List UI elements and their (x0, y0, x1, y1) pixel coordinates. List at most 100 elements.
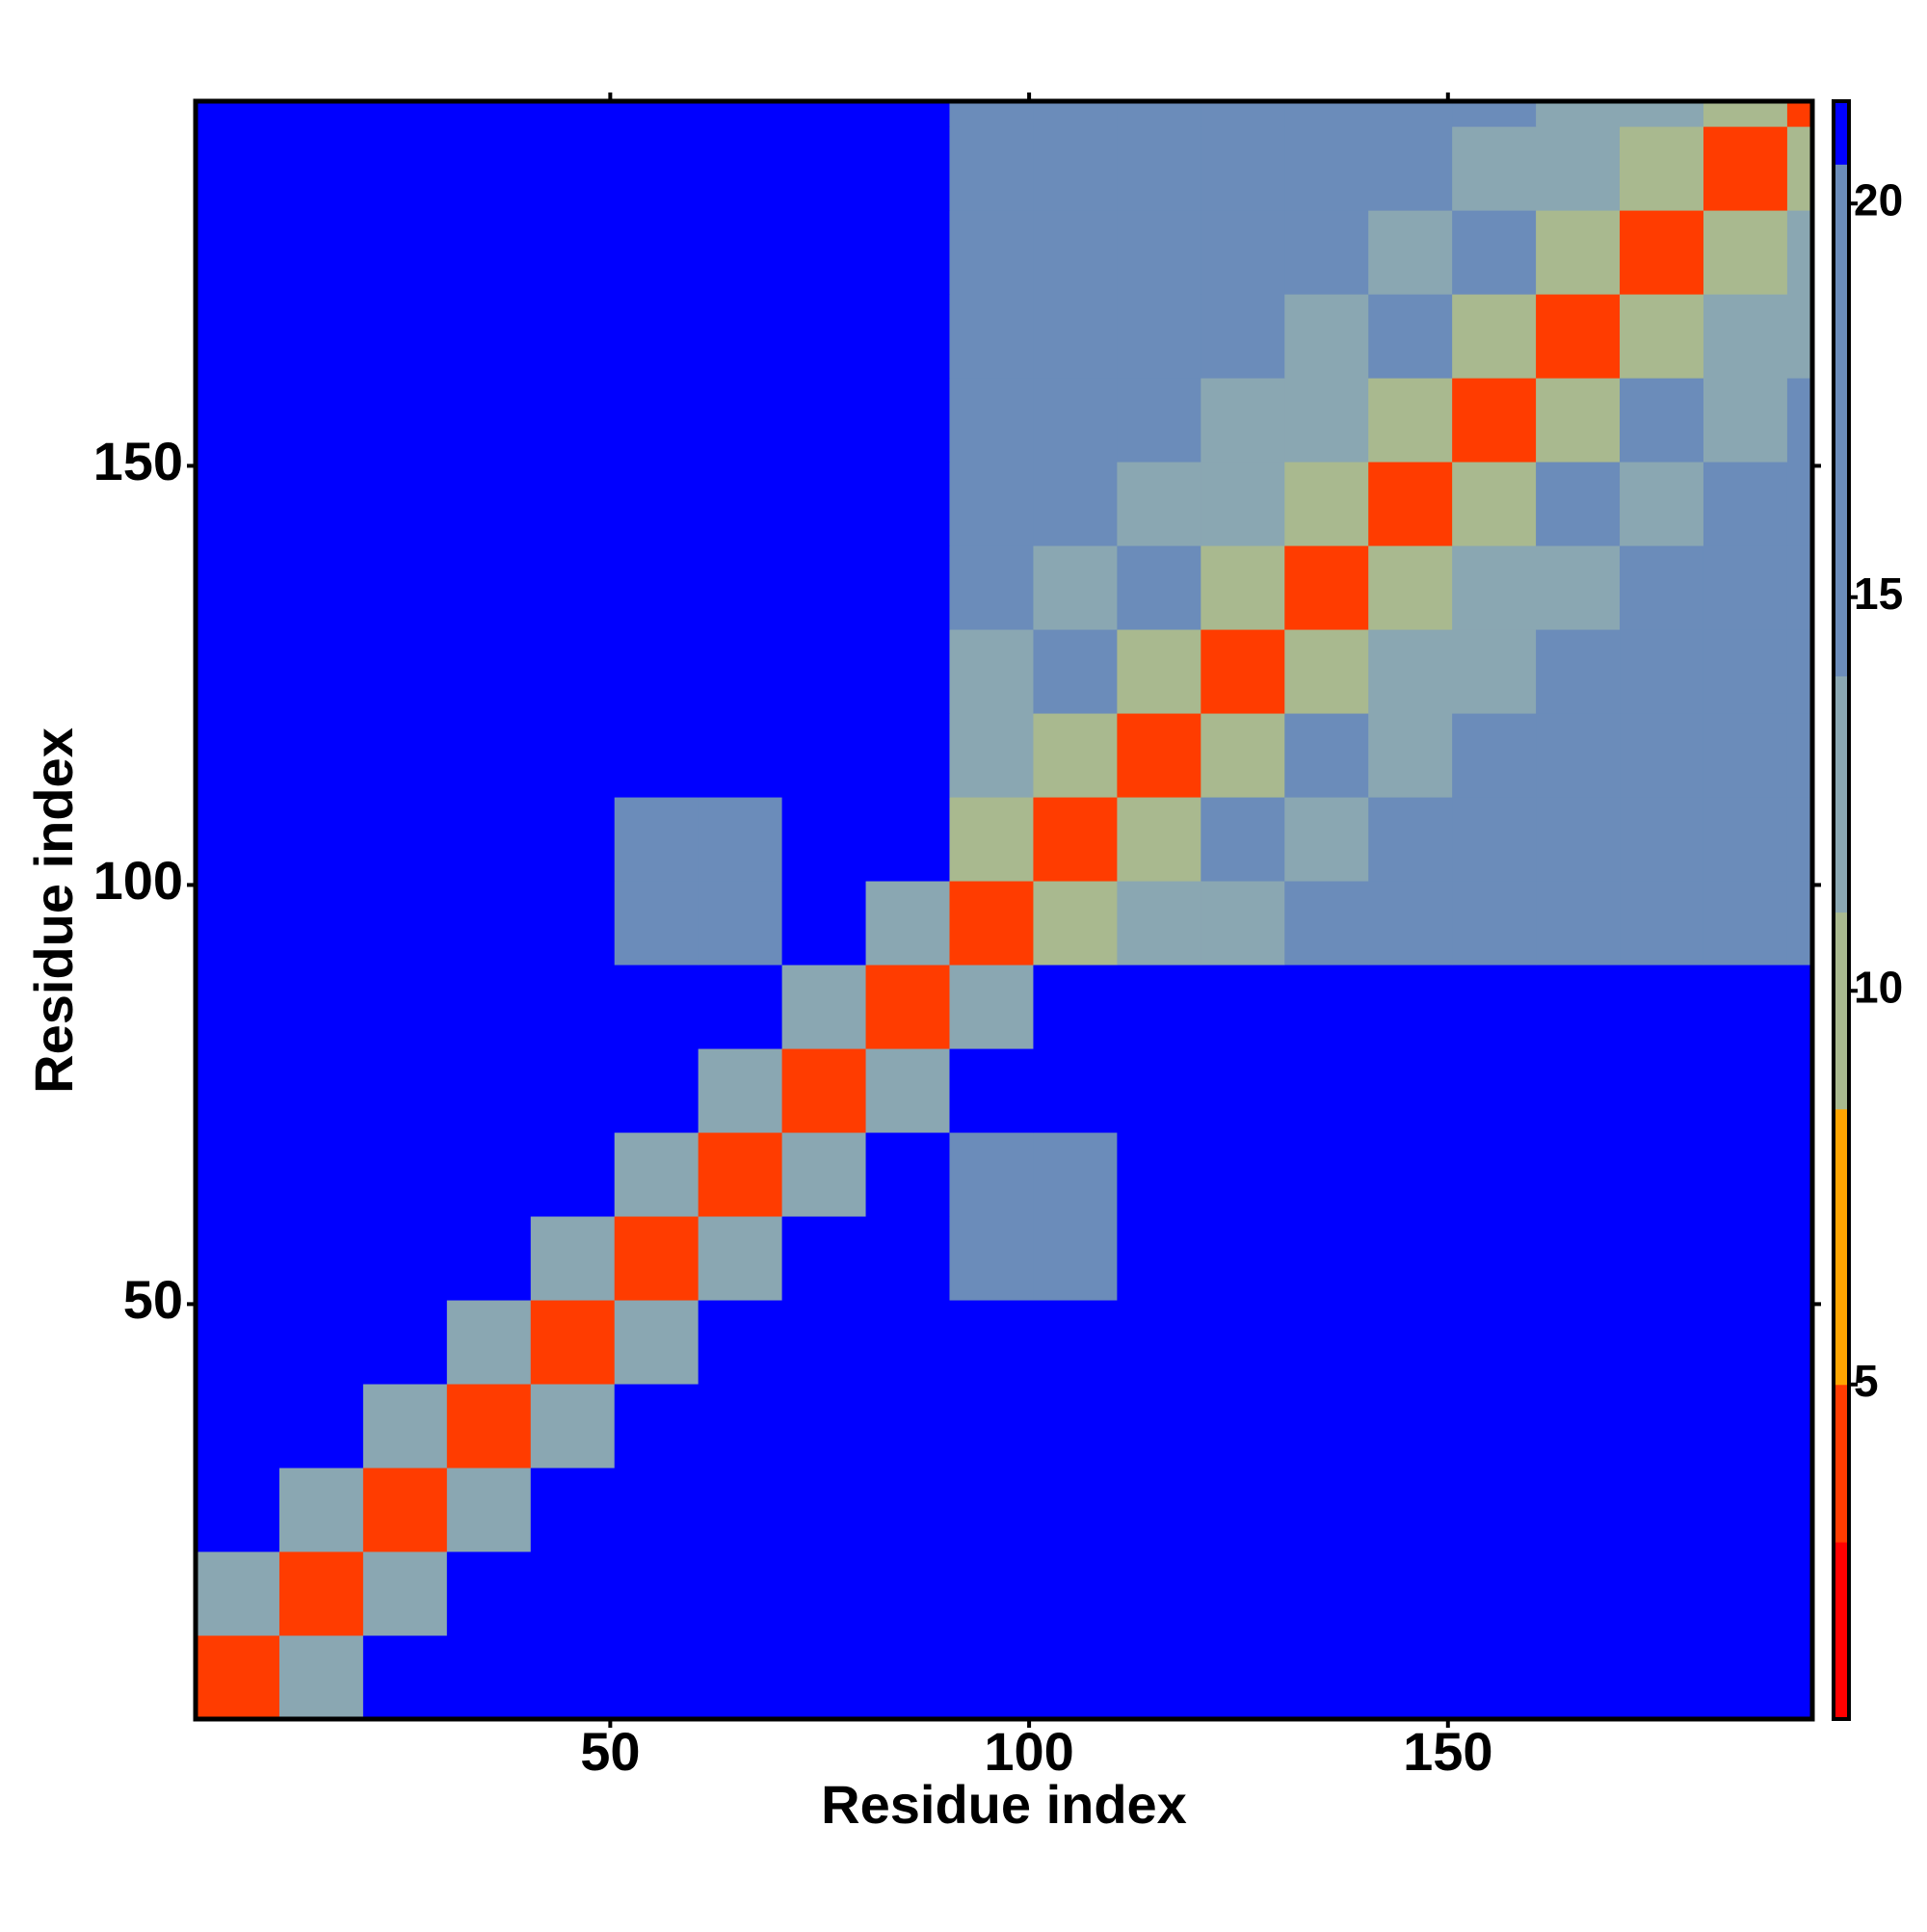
heatmap-cell (698, 210, 783, 295)
heatmap-cell (865, 1468, 950, 1552)
heatmap-cell (1620, 1468, 1704, 1552)
heatmap-cell (1620, 1216, 1704, 1301)
colorbar-band (1834, 101, 1849, 165)
heatmap-cell (1368, 1132, 1453, 1217)
heatmap-cell (1703, 797, 1788, 882)
heatmap-cell (1033, 378, 1118, 463)
heatmap-cell (949, 1468, 1034, 1552)
heatmap-cell (278, 545, 364, 630)
heatmap-cell (196, 1048, 280, 1133)
heatmap-cell (1117, 1551, 1201, 1636)
heatmap-cell (362, 965, 448, 1049)
heatmap-cell (362, 629, 448, 714)
heatmap-cell (446, 881, 532, 966)
heatmap-cell (1368, 713, 1453, 798)
heatmap-cell (865, 545, 950, 630)
heatmap-cell (1117, 210, 1201, 295)
heatmap-cell (196, 210, 280, 295)
heatmap-cell (949, 294, 1034, 379)
heatmap-cell (1452, 713, 1537, 798)
heatmap-cell (614, 1132, 700, 1217)
heatmap-cell (698, 797, 783, 882)
heatmap-cell (1786, 965, 1813, 1049)
heatmap-cell (1786, 629, 1813, 714)
heatmap-cell (1201, 713, 1285, 798)
heatmap-cell (949, 1216, 1034, 1301)
heatmap-cell (1786, 713, 1813, 798)
heatmap-cell (1452, 1635, 1537, 1720)
heatmap-cell (781, 797, 867, 882)
heatmap-cell (949, 462, 1034, 546)
heatmap-cell (446, 965, 532, 1049)
heatmap-cell (1368, 294, 1453, 379)
heatmap-cell (1368, 462, 1453, 546)
heatmap-cell (1201, 378, 1285, 463)
heatmap-cell (1284, 1468, 1369, 1552)
heatmap-cell (1620, 713, 1704, 798)
heatmap-cell (1620, 294, 1704, 379)
heatmap-cell (1452, 294, 1537, 379)
heatmap-cell (530, 1216, 616, 1301)
heatmap-cell (865, 1132, 950, 1217)
heatmap-cell (698, 1216, 783, 1301)
heatmap-cell (362, 210, 448, 295)
heatmap-cell (530, 1132, 616, 1217)
heatmap-cell (1536, 101, 1621, 127)
heatmap-cell (1703, 881, 1788, 966)
heatmap-cell (1201, 462, 1285, 546)
heatmap-cell (1368, 545, 1453, 630)
heatmap-cell (949, 1300, 1034, 1385)
heatmap-cell (1284, 965, 1369, 1049)
heatmap-cell (614, 294, 700, 379)
heatmap-cell (1117, 1468, 1201, 1552)
colorbar-tick-label: 15 (1854, 569, 1903, 619)
heatmap-cell (1536, 1216, 1621, 1301)
heatmap-cell (1536, 1048, 1621, 1133)
heatmap-cell (1452, 545, 1537, 630)
heatmap-cell (278, 378, 364, 463)
heatmap-cell (1786, 462, 1813, 546)
heatmap-cell (362, 1216, 448, 1301)
heatmap-cell (362, 378, 448, 463)
heatmap-cell (1703, 1468, 1788, 1552)
heatmap-cell (1786, 1468, 1813, 1552)
heatmap-cell (1536, 713, 1621, 798)
heatmap-cell (1117, 713, 1201, 798)
heatmap-cell (698, 545, 783, 630)
heatmap-cell (530, 378, 616, 463)
heatmap-cell (1452, 1132, 1537, 1217)
heatmap-cell (362, 1551, 448, 1636)
heatmap-cell (1201, 1048, 1285, 1133)
heatmap-cell (1117, 545, 1201, 630)
heatmap-cell (1368, 1384, 1453, 1469)
heatmap-cell (446, 1216, 532, 1301)
heatmap-cell (781, 462, 867, 546)
colorbar-band (1834, 1384, 1849, 1543)
heatmap-cell (949, 881, 1034, 966)
heatmap-cell (1201, 881, 1285, 966)
heatmap-cell (865, 378, 950, 463)
heatmap-cell (278, 713, 364, 798)
heatmap-cell (196, 1132, 280, 1217)
heatmap-cell (1452, 1551, 1537, 1636)
heatmap-cell (698, 713, 783, 798)
heatmap-cell (1703, 210, 1788, 295)
heatmap-cell (530, 1635, 616, 1720)
heatmap-cell (1786, 1048, 1813, 1133)
heatmap-cell (1284, 1551, 1369, 1636)
heatmap-cell (1201, 545, 1285, 630)
heatmap-cell (781, 545, 867, 630)
heatmap-cell (196, 1468, 280, 1552)
heatmap-cell (698, 101, 783, 127)
heatmap-cell (530, 965, 616, 1049)
heatmap-cell (1786, 1216, 1813, 1301)
heatmap-cell (1786, 1384, 1813, 1469)
x-axis-label: Residue index (821, 1774, 1187, 1835)
heatmap-cell (781, 378, 867, 463)
heatmap-cell (530, 545, 616, 630)
y-tick-label: 150 (93, 431, 183, 491)
heatmap-cell (614, 462, 700, 546)
heatmap-cell (1201, 294, 1285, 379)
heatmap-cell (949, 210, 1034, 295)
